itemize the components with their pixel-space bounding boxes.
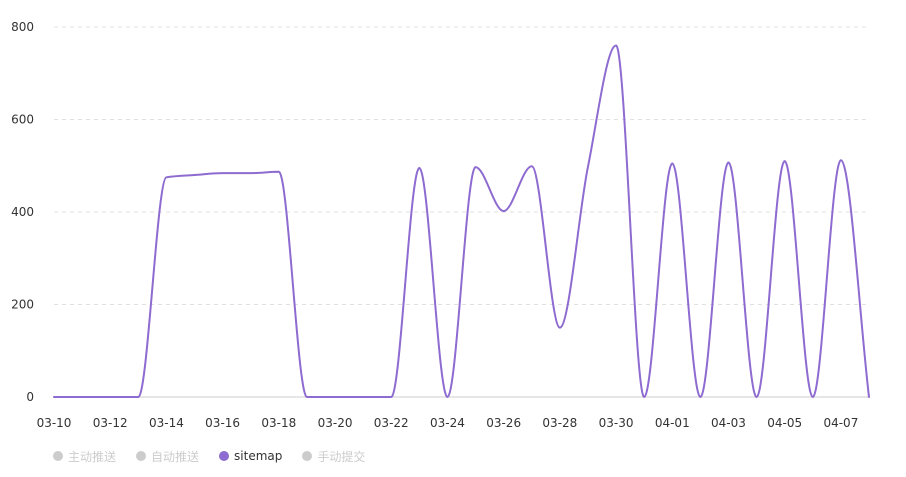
x-tick-label: 03-12 (93, 416, 128, 430)
x-tick-label: 04-07 (823, 416, 858, 430)
x-tick-label: 04-03 (711, 416, 746, 430)
legend-label: 主动推送 (68, 449, 117, 464)
legend-label: sitemap (234, 449, 283, 463)
x-tick-label: 03-28 (542, 416, 577, 430)
legend-marker-icon (302, 451, 313, 461)
legend-item-手动提交[interactable]: 手动提交 (302, 448, 365, 465)
legend: 主动推送 自动推送 sitemap 手动提交 (53, 448, 385, 464)
series-line-sitemap (53, 44, 870, 398)
series-lines (53, 44, 870, 398)
x-tick-label: 03-24 (430, 416, 465, 430)
legend-item-自动推送[interactable]: 自动推送 (136, 448, 199, 465)
y-tick-label: 200 (11, 298, 34, 312)
x-tick-label: 03-14 (149, 416, 184, 430)
x-tick-label: 03-16 (205, 416, 240, 430)
x-tick-label: 03-18 (261, 416, 296, 430)
x-tick-label: 03-26 (486, 416, 521, 430)
legend-marker-icon (53, 451, 63, 461)
y-tick-label: 600 (11, 113, 34, 127)
x-tick-label: 03-22 (374, 416, 409, 430)
y-tick-label: 0 (26, 390, 34, 404)
y-tick-label: 800 (11, 20, 34, 34)
grid-lines (54, 26, 869, 305)
x-axis: 03-10 03-12 03-14 03-16 03-18 03-20 03-22 03-24… (37, 396, 869, 430)
x-tick-label: 03-30 (599, 416, 634, 430)
legend-label: 自动推送 (151, 449, 200, 464)
y-axis: 0 200 400 600 800 (11, 20, 34, 404)
x-tick-label: 04-05 (767, 416, 802, 430)
legend-item-主动推送[interactable]: 主动推送 (53, 448, 116, 465)
y-tick-label: 400 (11, 205, 34, 219)
legend-marker-icon (136, 451, 147, 461)
x-tick-label: 04-01 (655, 416, 690, 430)
x-tick-label: 03-10 (37, 416, 72, 430)
x-tick-label: 03-20 (318, 416, 353, 430)
legend-marker-icon (219, 451, 230, 461)
legend-label: 手动提交 (317, 449, 366, 464)
legend-item-sitemap[interactable]: sitemap (219, 449, 282, 463)
